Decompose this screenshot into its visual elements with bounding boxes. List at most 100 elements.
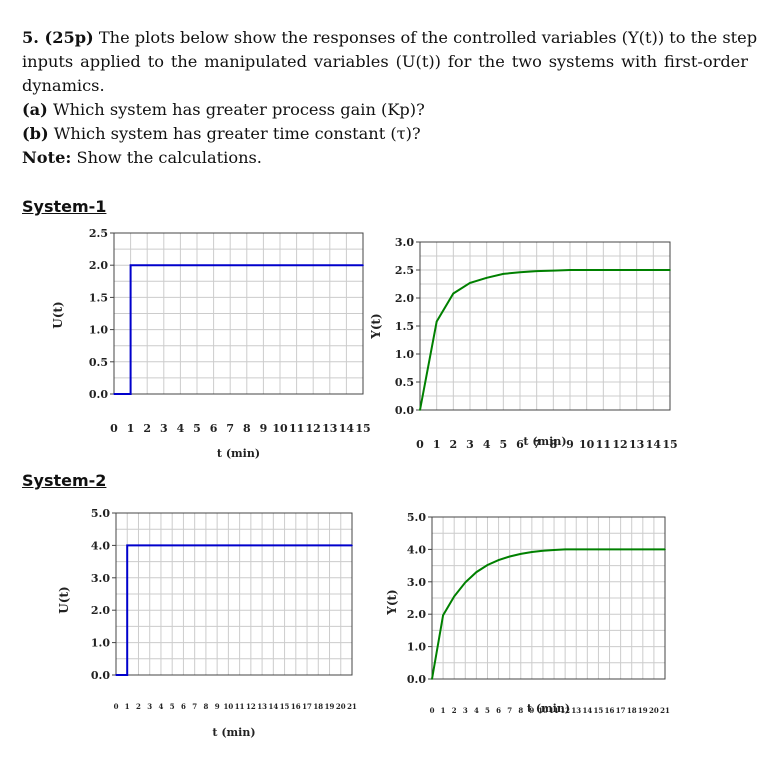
data-point [419,409,421,411]
note-text: Show the calculations. [71,148,262,167]
data-point [652,269,655,271]
question-line-1: 5. (25p) The plots below show the respon… [22,26,757,50]
x-tick-label: 5 [485,706,490,715]
x-tick-label: 2 [143,422,151,435]
x-tick-label: 17 [616,706,626,715]
x-tick-label: 10 [224,702,234,711]
data-point [585,269,588,271]
x-tick-label: 21 [347,702,357,711]
plot-frame [115,512,353,676]
y-tick-label: 1.0 [395,348,414,361]
x-tick-label: 13 [629,438,644,451]
x-axis-label: t (min) [212,726,255,739]
x-tick-label: 14 [582,706,592,715]
x-tick-label: 15 [594,706,604,715]
y-tick-label: 2.0 [91,604,110,617]
data-point [502,273,505,275]
x-tick-label: 4 [483,438,491,451]
x-tick-label: 13 [571,706,581,715]
x-tick-label: 5 [193,422,201,435]
x-tick-label: 4 [159,702,164,711]
x-tick-label: 0 [430,706,435,715]
part-b-label: (b) [22,124,49,143]
y-axis-label: Y(t) [385,589,399,615]
x-tick-label: 7 [533,438,541,451]
x-tick-label: 15 [355,422,370,435]
x-tick-label: 3 [147,702,152,711]
question-line-3: dynamics. [22,76,105,95]
x-tick-label: 11 [596,438,611,451]
x-tick-label: 0 [114,702,119,711]
x-tick-label: 20 [649,706,659,715]
note: Note: Show the calculations. [22,146,748,170]
series-line [116,544,352,676]
x-tick-label: 7 [507,706,512,715]
y-tick-label: 4.0 [407,543,426,556]
x-tick-label: 0 [416,438,424,451]
x-tick-label: 15 [662,438,677,451]
part-b-text: Which system has greater time constant (… [48,124,421,143]
x-tick-label: 10 [579,438,595,451]
question-intro: The plots below show the responses of th… [93,28,758,47]
data-point [435,320,438,323]
data-point [475,571,478,573]
x-tick-label: 6 [516,438,524,451]
x-tick-label: 20 [336,702,346,711]
x-tick-label: 7 [226,422,234,435]
x-tick-label: 14 [646,438,662,451]
x-tick-label: 8 [203,702,208,711]
x-axis-label: t (min) [523,435,566,448]
data-point [452,292,455,295]
data-point [664,548,666,551]
x-tick-label: 17 [302,702,312,711]
x-tick-label: 13 [322,422,337,435]
y-tick-label: 1.0 [407,641,426,654]
x-tick-label: 2 [450,438,458,451]
x-tick-label: 8 [550,438,558,451]
data-point [126,544,129,547]
data-point [542,549,544,552]
data-point [569,269,571,271]
y-tick-label: 2.0 [89,259,108,272]
series-line [419,269,670,411]
x-tick-label: 3 [463,706,468,715]
data-point [602,269,605,271]
data-point [653,548,655,551]
plot-frame [113,232,364,395]
x-tick-label: 7 [192,702,197,711]
data-point [535,270,538,272]
data-point [115,674,117,676]
x-tick-label: 15 [280,702,290,711]
data-point [519,553,522,555]
data-point [362,264,364,267]
part-b: (b) Which system has greater time consta… [22,122,748,146]
x-tick-label: 11 [235,702,245,711]
y-tick-label: 0.0 [91,669,110,682]
y-tick-label: 5.0 [407,511,426,524]
part-a-text: Which system has greater process gain (K… [47,100,425,119]
x-tick-label: 6 [496,706,501,715]
y-tick-label: 2.5 [395,264,414,277]
x-tick-label: 12 [612,438,627,451]
y-tick-label: 0.5 [89,356,108,369]
data-point [519,271,521,274]
question-text: 5. (25p) The plots below show the respon… [22,26,757,170]
data-point [113,393,115,395]
y-axis-label: Y(t) [369,313,383,339]
x-tick-label: 0 [110,422,118,435]
x-tick-label: 11 [549,706,559,715]
x-tick-label: 1 [433,438,441,451]
x-tick-label: 12 [306,422,321,435]
system-2-title: System-2 [22,471,107,490]
data-point [635,269,638,271]
y-tick-label: 4.0 [91,539,110,552]
x-tick-label: 18 [627,706,637,715]
x-tick-label: 2 [136,702,141,711]
question-number: 5. (25p) [22,28,94,47]
x-tick-label: 9 [215,702,220,711]
data-point [564,548,566,551]
data-point [608,548,611,551]
y-tick-label: 1.0 [89,324,108,337]
x-tick-label: 14 [268,702,278,711]
